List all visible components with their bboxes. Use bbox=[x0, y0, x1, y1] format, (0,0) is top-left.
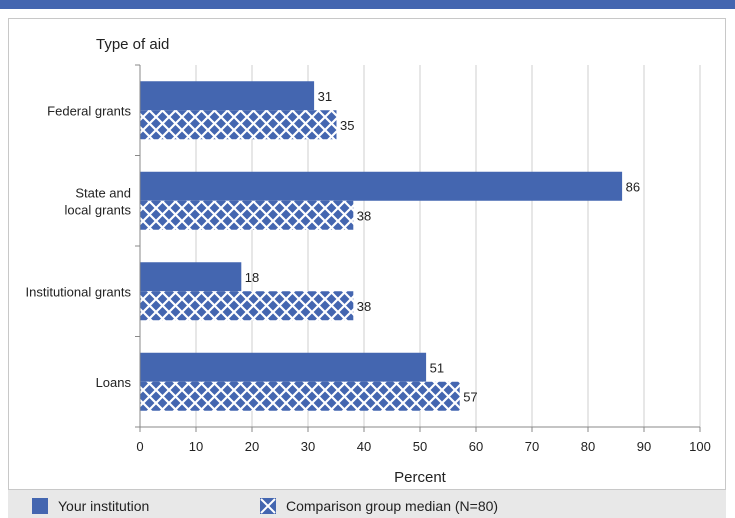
data-label: 35 bbox=[340, 118, 354, 133]
legend-item-your-institution: Your institution bbox=[32, 497, 149, 515]
legend: Your institution Comparison group median… bbox=[8, 489, 726, 518]
bar-layer bbox=[140, 81, 623, 411]
bar-comparison-median bbox=[140, 200, 354, 230]
chart-frame bbox=[8, 18, 726, 518]
bar-your-institution bbox=[140, 171, 623, 201]
category-label: Institutional grants bbox=[25, 284, 131, 299]
category-label: Loans bbox=[96, 375, 132, 390]
data-label: 31 bbox=[318, 89, 332, 104]
bar-chart: Type of aid 31 35 86 38 18 38 51 57 0 10 20 30 40 50… bbox=[25, 36, 711, 486]
x-tick-label: 70 bbox=[525, 439, 539, 454]
data-label: 57 bbox=[463, 389, 477, 404]
x-tick-label: 0 bbox=[136, 439, 143, 454]
data-label: 38 bbox=[357, 208, 371, 223]
data-label: 38 bbox=[357, 299, 371, 314]
bar-your-institution bbox=[140, 262, 242, 292]
x-tick-label: 100 bbox=[689, 439, 711, 454]
x-tick-label: 60 bbox=[469, 439, 483, 454]
legend-label: Your institution bbox=[58, 498, 150, 514]
legend-item-comparison-median: Comparison group median (N=80) bbox=[260, 497, 498, 515]
legend-swatch-crosshatch bbox=[260, 498, 276, 514]
data-label: 86 bbox=[626, 179, 640, 194]
bar-comparison-median bbox=[140, 381, 460, 411]
bar-comparison-median bbox=[140, 291, 354, 321]
x-tick-label: 30 bbox=[301, 439, 315, 454]
top-rule bbox=[0, 0, 735, 9]
category-label: local grants bbox=[65, 202, 132, 217]
x-axis-label: Percent bbox=[394, 469, 447, 486]
label-layer: 31 35 86 38 18 38 51 57 bbox=[245, 89, 640, 405]
bar-your-institution bbox=[140, 352, 427, 382]
axis-layer: 0 10 20 30 40 50 60 70 80 90 100 Federal grants Stat… bbox=[25, 64, 711, 454]
x-tick-label: 90 bbox=[637, 439, 651, 454]
data-label: 51 bbox=[430, 360, 444, 375]
category-label: Federal grants bbox=[47, 103, 131, 118]
x-tick-label: 50 bbox=[413, 439, 427, 454]
bar-your-institution bbox=[140, 81, 315, 111]
x-tick-label: 10 bbox=[189, 439, 203, 454]
x-tick-label: 80 bbox=[581, 439, 595, 454]
x-tick-label: 20 bbox=[245, 439, 259, 454]
data-label: 18 bbox=[245, 270, 259, 285]
chart-title: Type of aid bbox=[96, 36, 169, 53]
x-tick-label: 40 bbox=[357, 439, 371, 454]
legend-swatch-solid bbox=[32, 498, 48, 514]
bar-comparison-median bbox=[140, 110, 337, 140]
category-label: State and bbox=[75, 185, 131, 200]
legend-label: Comparison group median (N=80) bbox=[286, 498, 499, 514]
